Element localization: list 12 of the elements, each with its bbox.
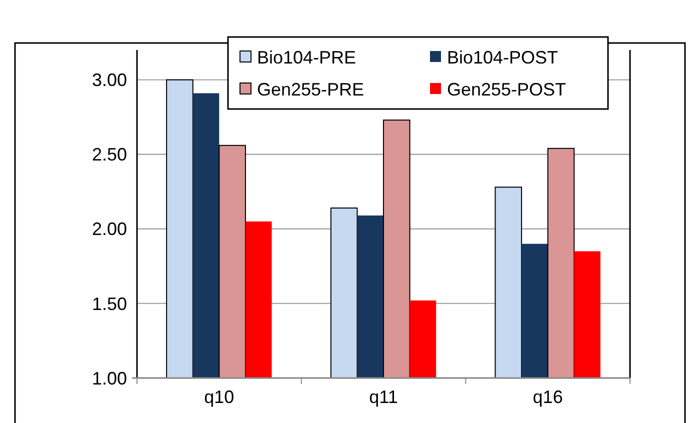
y-tick-label: 1.00: [92, 368, 127, 388]
y-tick-label: 1.50: [92, 294, 127, 314]
legend-label: Bio104-PRE: [257, 47, 356, 68]
y-tick-label: 2.50: [92, 144, 127, 165]
x-tick-label: q10: [204, 387, 234, 407]
x-tick-label: q11: [369, 387, 398, 407]
legend-label: Gen255-PRE: [257, 79, 364, 100]
x-tick-label: q16: [532, 387, 563, 407]
y-tick-label: 2.00: [92, 219, 127, 240]
y-tick-label: 3.00: [92, 70, 127, 90]
legend-label: Gen255-POST: [447, 79, 566, 100]
legend-label: Bio104-POST: [447, 47, 558, 68]
